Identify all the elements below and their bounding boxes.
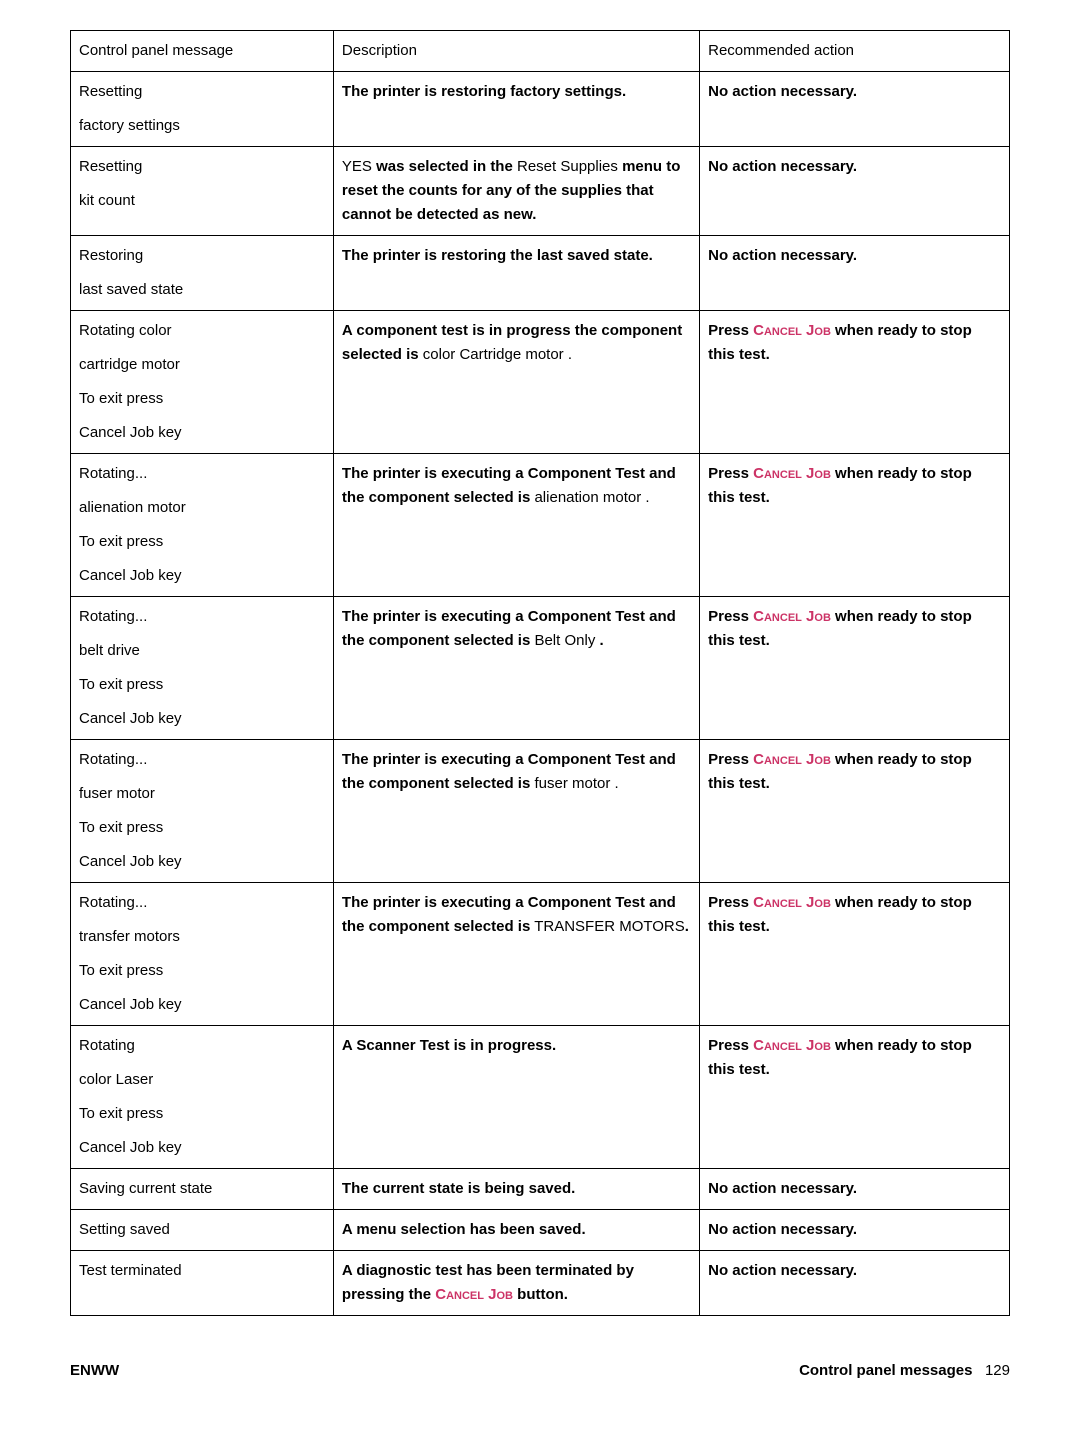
message-line: cartridge motor	[79, 353, 325, 377]
cell-description: The printer is executing a Component Tes…	[333, 740, 699, 883]
message-line: To exit press	[79, 959, 325, 983]
message-line: alienation motor	[79, 496, 325, 520]
page-footer: ENWW Control panel messages 129	[70, 1362, 1010, 1379]
message-line: Resetting	[79, 80, 325, 104]
cell-message: Test terminated	[71, 1251, 334, 1316]
cell-recommended: Press Cancel Job when ready to stop this…	[700, 454, 1010, 597]
message-line: Rotating...	[79, 462, 325, 486]
cell-description: The printer is executing a Component Tes…	[333, 454, 699, 597]
footer-right: Control panel messages 129	[799, 1362, 1010, 1379]
table-row: Rotating... alienation motor To exit press…	[71, 454, 1010, 597]
message-line: Cancel Job key	[79, 850, 325, 874]
cell-recommended: Press Cancel Job when ready to stop this…	[700, 883, 1010, 1026]
table-row: Resetting kit count YES was selected in th…	[71, 147, 1010, 236]
cell-message: Resetting factory settings	[71, 72, 334, 147]
cell-message: Resetting kit count	[71, 147, 334, 236]
table-row: Rotating... belt drive To exit press Cancel…	[71, 597, 1010, 740]
message-line: Cancel Job key	[79, 993, 325, 1017]
table-row: Setting saved A menu selection has been s…	[71, 1210, 1010, 1251]
cell-recommended: No action necessary.	[700, 1210, 1010, 1251]
message-line: Rotating...	[79, 605, 325, 629]
footer-section-title: Control panel messages	[799, 1362, 972, 1379]
table-row: Rotating... transfer motors To exit press C…	[71, 883, 1010, 1026]
message-line: Resetting	[79, 155, 325, 179]
cell-description: The current state is being saved.	[333, 1169, 699, 1210]
cell-recommended: No action necessary.	[700, 236, 1010, 311]
message-line: Setting saved	[79, 1218, 325, 1242]
message-line: To exit press	[79, 816, 325, 840]
message-line: Restoring	[79, 244, 325, 268]
table-body: Resetting factory settings The printer is …	[71, 72, 1010, 1316]
cell-message: Rotating... alienation motor To exit press…	[71, 454, 334, 597]
cell-description: YES was selected in the Reset Supplies m…	[333, 147, 699, 236]
cell-description: The printer is restoring the last saved …	[333, 236, 699, 311]
table-row: Rotating color cartridge motor To exit pre…	[71, 311, 1010, 454]
table-row: Rotating... fuser motor To exit press Cance…	[71, 740, 1010, 883]
message-line: Test terminated	[79, 1259, 325, 1283]
cell-recommended: Press Cancel Job when ready to stop this…	[700, 597, 1010, 740]
cell-description: A Scanner Test is in progress.	[333, 1026, 699, 1169]
cell-message: Restoring last saved state	[71, 236, 334, 311]
cell-description: The printer is executing a Component Tes…	[333, 883, 699, 1026]
footer-page-number	[977, 1362, 985, 1379]
table-row: Restoring last saved state The printer is …	[71, 236, 1010, 311]
cell-message: Rotating... fuser motor To exit press Cance…	[71, 740, 334, 883]
message-line: Cancel Job key	[79, 421, 325, 445]
message-line: Cancel Job key	[79, 564, 325, 588]
message-line: kit count	[79, 189, 325, 213]
message-line: Saving current state	[79, 1177, 325, 1201]
message-line: Rotating	[79, 1034, 325, 1058]
cell-recommended: No action necessary.	[700, 72, 1010, 147]
message-line: last saved state	[79, 278, 325, 302]
cell-description: The printer is executing a Component Tes…	[333, 597, 699, 740]
message-line: transfer motors	[79, 925, 325, 949]
cell-recommended: No action necessary.	[700, 1169, 1010, 1210]
message-line: To exit press	[79, 673, 325, 697]
message-line: color Laser	[79, 1068, 325, 1092]
cell-message: Setting saved	[71, 1210, 334, 1251]
header-description: Description	[333, 31, 699, 72]
cell-message: Rotating... transfer motors To exit press C…	[71, 883, 334, 1026]
footer-left: ENWW	[70, 1362, 119, 1379]
message-line: Rotating color	[79, 319, 325, 343]
cell-recommended: Press Cancel Job when ready to stop this…	[700, 311, 1010, 454]
cell-message: Rotating... belt drive To exit press Cancel…	[71, 597, 334, 740]
footer-page-num: 129	[985, 1362, 1010, 1379]
cell-recommended: Press Cancel Job when ready to stop this…	[700, 1026, 1010, 1169]
table-row: Resetting factory settings The printer is …	[71, 72, 1010, 147]
cell-description: The printer is restoring factory setting…	[333, 72, 699, 147]
message-line: To exit press	[79, 387, 325, 411]
message-line: To exit press	[79, 1102, 325, 1126]
cell-recommended: No action necessary.	[700, 1251, 1010, 1316]
cell-description: A diagnostic test has been terminated by…	[333, 1251, 699, 1316]
table-row: Rotating color Laser To exit press Cancel J…	[71, 1026, 1010, 1169]
cell-recommended: Press Cancel Job when ready to stop this…	[700, 740, 1010, 883]
header-message: Control panel message	[71, 31, 334, 72]
message-line: fuser motor	[79, 782, 325, 806]
cell-message: Saving current state	[71, 1169, 334, 1210]
page-content: Control panel message Description Recomm…	[0, 0, 1080, 1316]
message-line: factory settings	[79, 114, 325, 138]
messages-table: Control panel message Description Recomm…	[70, 30, 1010, 1316]
cell-recommended: No action necessary.	[700, 147, 1010, 236]
cell-description: A menu selection has been saved.	[333, 1210, 699, 1251]
cell-message: Rotating color Laser To exit press Cancel J…	[71, 1026, 334, 1169]
message-line: Cancel Job key	[79, 707, 325, 731]
table-row: Saving current state The current state is…	[71, 1169, 1010, 1210]
message-line: Rotating...	[79, 891, 325, 915]
table-row: Test terminated A diagnostic test has bee…	[71, 1251, 1010, 1316]
header-recommended: Recommended action	[700, 31, 1010, 72]
table-header-row: Control panel message Description Recomm…	[71, 31, 1010, 72]
message-line: To exit press	[79, 530, 325, 554]
message-line: Cancel Job key	[79, 1136, 325, 1160]
cell-message: Rotating color cartridge motor To exit pre…	[71, 311, 334, 454]
cell-description: A component test is in progress the comp…	[333, 311, 699, 454]
message-line: belt drive	[79, 639, 325, 663]
message-line: Rotating...	[79, 748, 325, 772]
